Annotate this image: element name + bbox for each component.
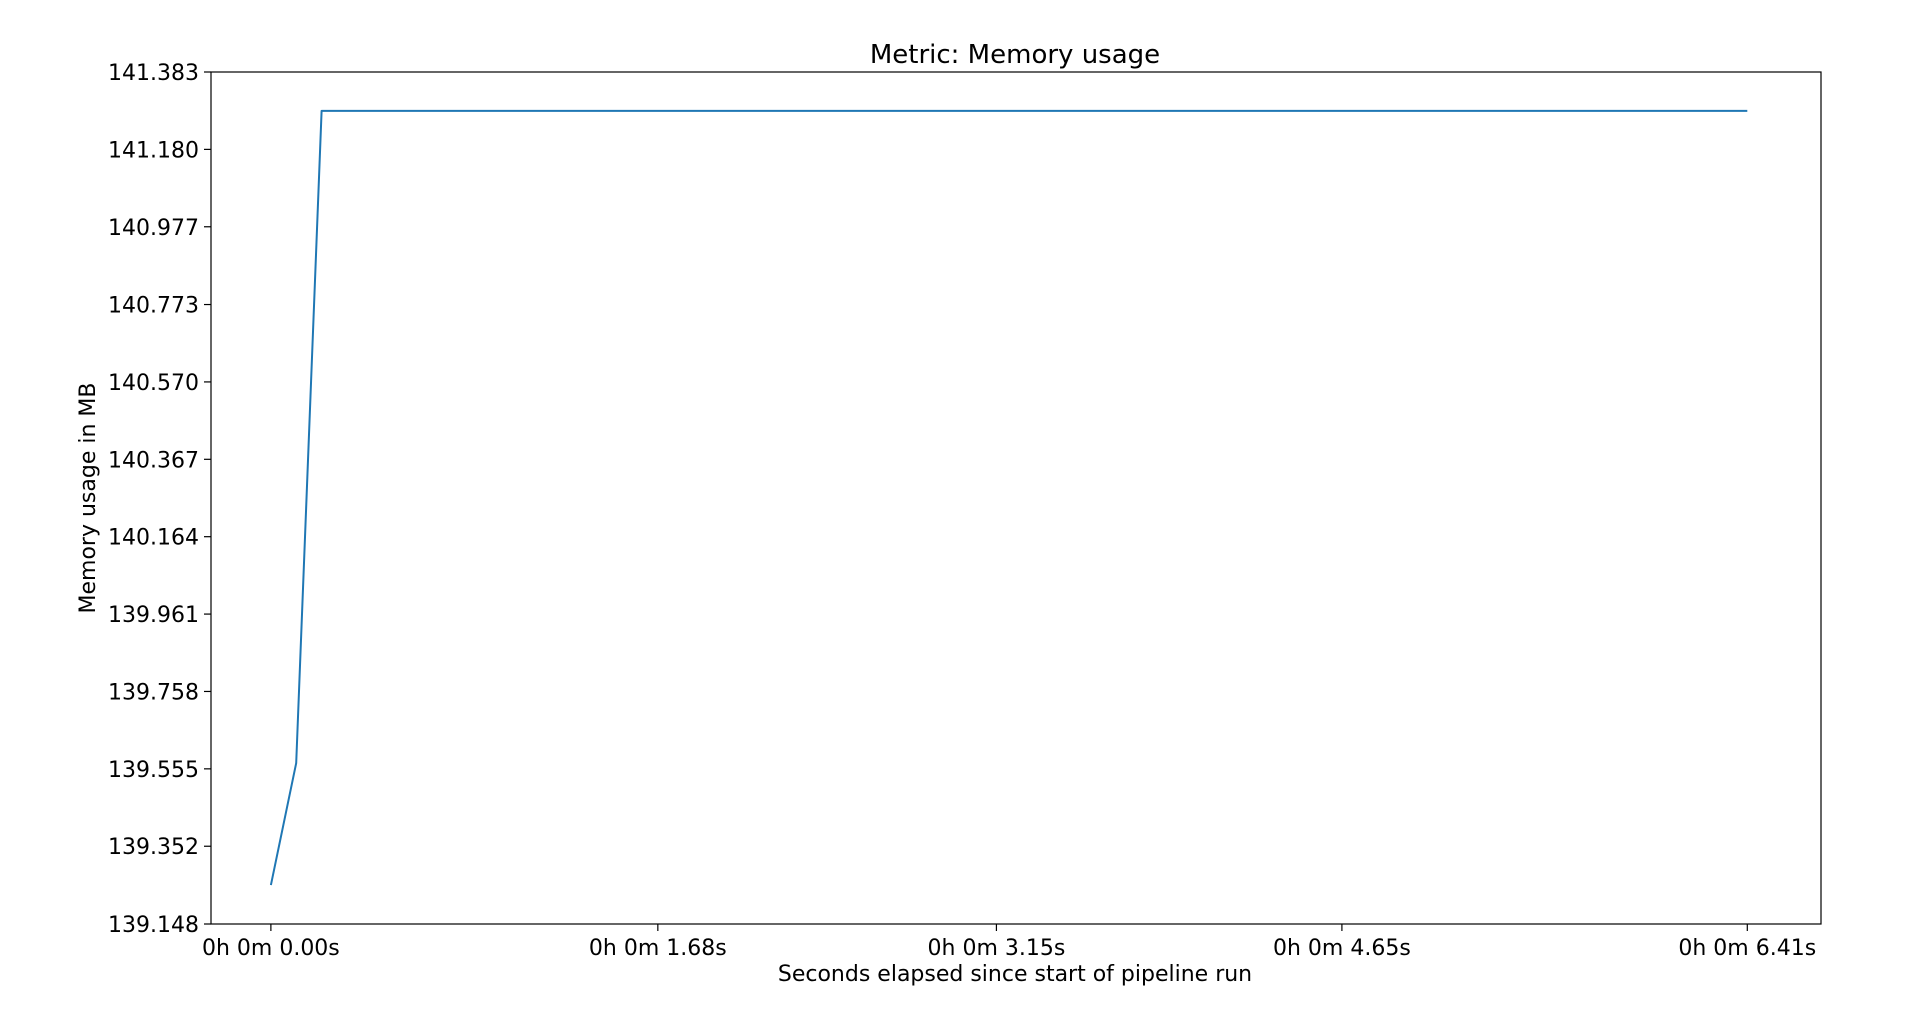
y-tick-label: 140.977 bbox=[108, 216, 199, 241]
y-tick-label: 141.180 bbox=[108, 138, 199, 163]
y-tick-label: 139.758 bbox=[108, 680, 199, 705]
y-axis-title: Memory usage in MB bbox=[76, 383, 101, 614]
y-tick-label: 140.367 bbox=[108, 448, 199, 473]
x-axis-title: Seconds elapsed since start of pipeline … bbox=[778, 962, 1252, 987]
y-tick-label: 140.570 bbox=[108, 371, 199, 396]
chart-title: Metric: Memory usage bbox=[870, 40, 1160, 70]
x-tick-label: 0h 0m 1.68s bbox=[589, 936, 727, 961]
y-tick-label: 139.555 bbox=[108, 758, 199, 783]
x-tick-label: 0h 0m 6.41s bbox=[1678, 936, 1816, 961]
series-layer bbox=[269, 109, 1748, 886]
x-axis: 0h 0m 0.00s 0h 0m 1.68s 0h 0m 3.15s 0h 0m 4… bbox=[202, 924, 1816, 961]
y-tick-label: 140.773 bbox=[108, 294, 199, 319]
x-tick-label: 0h 0m 4.65s bbox=[1273, 936, 1411, 961]
x-tick-label: 0h 0m 0.00s bbox=[202, 936, 340, 961]
y-axis: 139.148 139.352 139.555 139.758 139.961 140.1… bbox=[108, 61, 211, 938]
y-tick-label: 139.352 bbox=[108, 835, 199, 860]
series-line bbox=[269, 109, 1748, 886]
y-tick-label: 139.961 bbox=[108, 603, 199, 628]
y-tick-label: 139.148 bbox=[108, 913, 199, 938]
y-tick-label: 141.383 bbox=[108, 61, 199, 86]
x-tick-label: 0h 0m 3.15s bbox=[928, 936, 1066, 961]
y-tick-label: 140.164 bbox=[108, 526, 199, 551]
plot-area-frame bbox=[210, 71, 1822, 925]
